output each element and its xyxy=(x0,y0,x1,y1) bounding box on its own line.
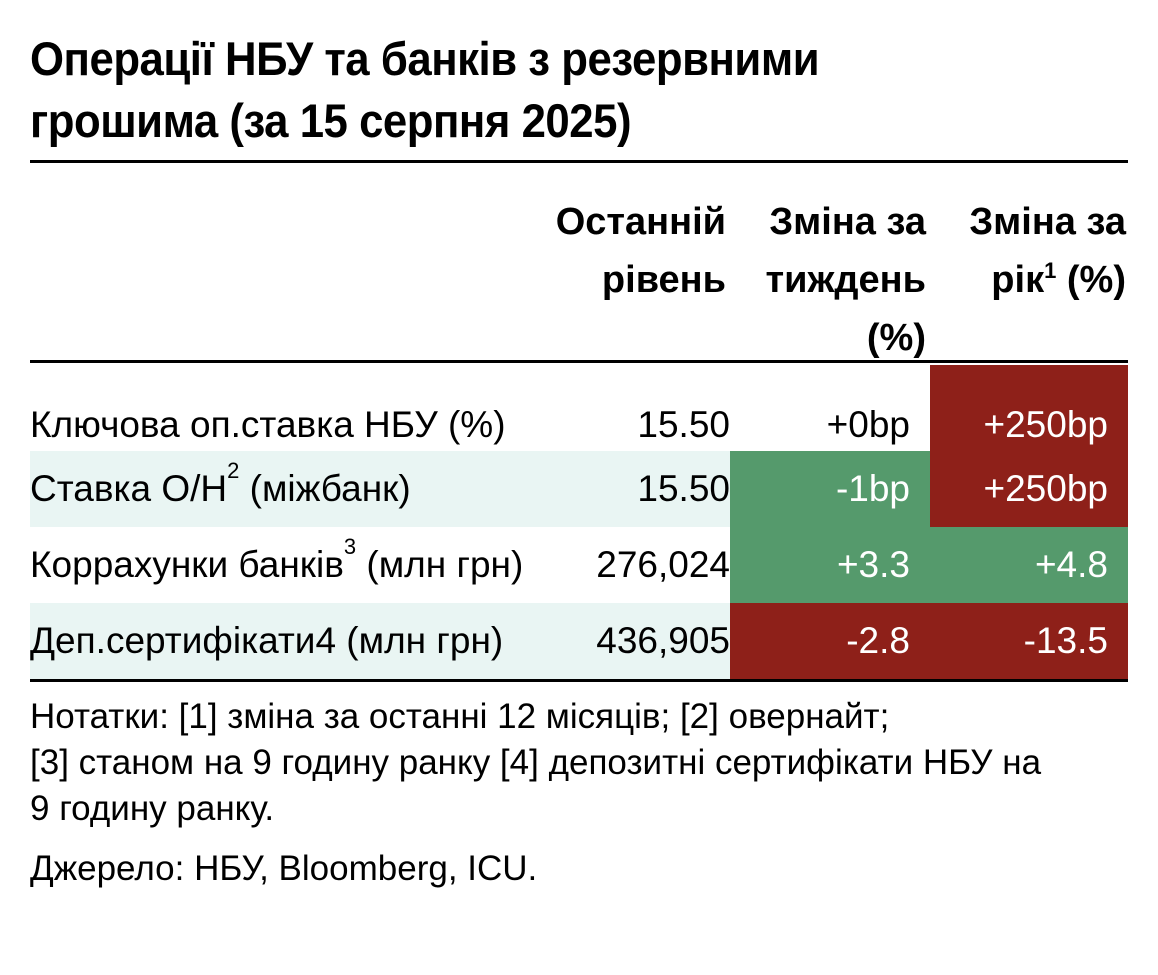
notes: Нотатки: [1] зміна за останні 12 місяців… xyxy=(30,697,1042,828)
title-line-1: Операції НБУ та банків з резервними xyxy=(30,32,820,85)
document: Операції НБУ та банків з резервними грош… xyxy=(30,28,1128,892)
table-bottom-rule xyxy=(30,679,1128,682)
title-rule xyxy=(30,160,1128,163)
title-line-2: грошима (за 15 серпня 2025) xyxy=(30,94,632,147)
header-week-change: Зміна за тиждень (%) xyxy=(765,201,926,359)
table-row: Деп.сертифікати4 (млн грн) 436,905 -2.8 … xyxy=(30,603,1128,679)
table-row: Ключова оп.ставка НБУ (%) 15.50 +0bp +25… xyxy=(30,365,1128,451)
header-year-change: Зміна за рік1 (%) xyxy=(969,201,1126,301)
page-title: Операції НБУ та банків з резервними грош… xyxy=(30,28,1127,160)
source: Джерело: НБУ, Bloomberg, ICU. xyxy=(30,849,538,888)
table-header: Останній рівень Зміна за тиждень (%) Змі… xyxy=(30,163,1128,363)
header-level: Останній рівень xyxy=(555,201,726,301)
table-row: Коррахунки банків3 (млн грн) 276,024 +3.… xyxy=(30,527,1128,603)
header-rule xyxy=(30,360,1128,363)
table-row: Ставка О/Н2 (міжбанк) 15.50 -1bp +250bp xyxy=(30,451,1128,527)
